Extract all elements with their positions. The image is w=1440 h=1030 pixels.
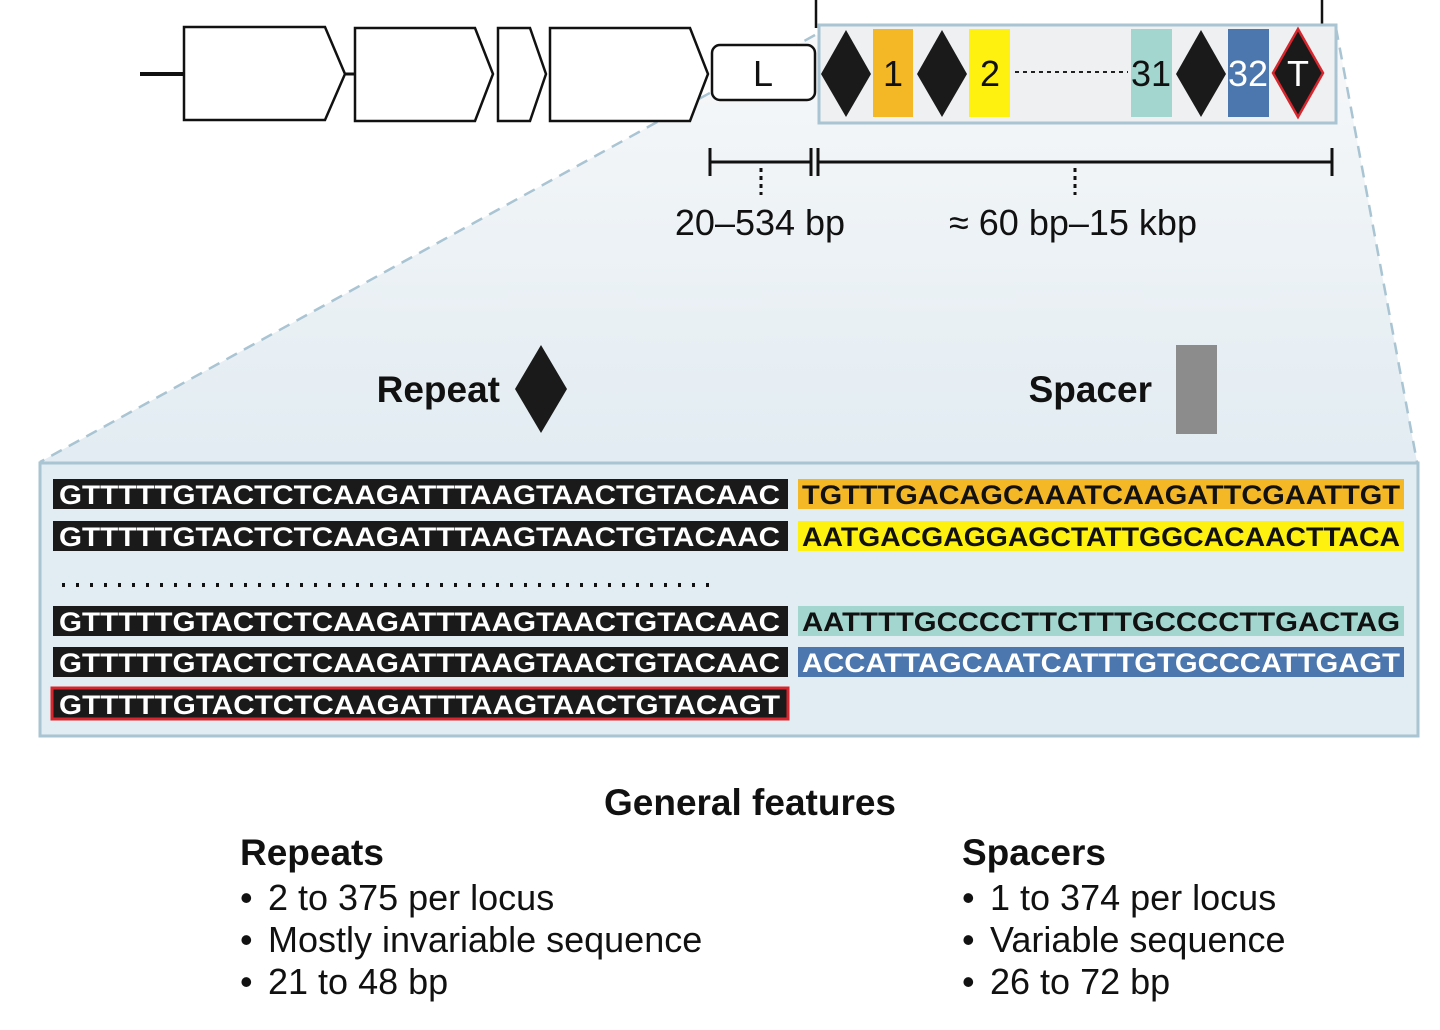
- spacers-feature-item: 1 to 374 per locus: [990, 877, 1276, 918]
- repeat-legend-label: Repeat: [377, 369, 500, 410]
- repeat-legend-diamond: [515, 345, 567, 433]
- leader-label: L: [753, 53, 773, 94]
- spacer-sequence: AATGACGAGGAGCTATTGGCACAACTTACA: [802, 522, 1400, 552]
- spacer-legend-rect: [1176, 345, 1217, 434]
- spacer-sequence-box: [798, 521, 1404, 551]
- spacer-legend-label: Spacer: [1029, 369, 1152, 410]
- repeat-diamond: [821, 30, 871, 117]
- repeat-sequence-box: [53, 647, 788, 677]
- repeat-sequence: GTTTTTGTACTCTCAAGATTTAAGTAACTGTACAAC: [59, 522, 780, 552]
- spacer-31-label: 31: [1131, 53, 1171, 94]
- features-title: General features: [604, 782, 896, 823]
- bullet-icon: •: [240, 919, 253, 960]
- scale-bars: [708, 148, 1334, 195]
- bullet-icon: •: [240, 877, 253, 918]
- cas-gene-4: [548, 26, 710, 123]
- cas-operon: [140, 25, 817, 123]
- zoom-dashed-right: [1334, 27, 1419, 463]
- leader-box: [710, 43, 817, 102]
- spacer-2: [969, 29, 1010, 117]
- cas-gene-2: [353, 26, 495, 123]
- bullet-icon: •: [962, 877, 975, 918]
- spacers-feature-item: 26 to 72 bp: [990, 961, 1170, 1002]
- spacer-sequence-box: [798, 479, 1404, 509]
- repeat-sequence-box: [53, 479, 788, 509]
- repeats-heading: Repeats: [240, 832, 384, 873]
- repeats-feature-item: 21 to 48 bp: [268, 961, 448, 1002]
- spacer-sequence: AATTTTGCCCCTTCTTTGCCCCTTGACTAG: [802, 607, 1400, 637]
- spacer-sequence: TGTTTGACAGCAAATCAAGATTCGAATTGT: [802, 480, 1401, 510]
- spacer-32-label: 32: [1228, 53, 1268, 94]
- repeat-diamond: [1176, 30, 1226, 117]
- array-length-label: ≈ 60 bp–15 kbp: [949, 202, 1197, 243]
- spacers-feature-item: Variable sequence: [990, 919, 1286, 960]
- repeat-sequence: GTTTTTGTACTCTCAAGATTTAAGTAACTGTACAAC: [59, 648, 780, 678]
- terminal-repeat-box: [50, 686, 790, 721]
- bullet-icon: •: [962, 919, 975, 960]
- terminal-repeat-diamond: [1271, 26, 1325, 120]
- cas-gene-1: [182, 25, 347, 122]
- spacer-32: [1228, 29, 1269, 117]
- spacer-sequence-box: [798, 606, 1404, 636]
- leader-length-label: 20–534 bp: [675, 202, 845, 243]
- repeat-sequence: GTTTTTGTACTCTCAAGATTTAAGTAACTGTACAAC: [59, 480, 780, 510]
- repeat-sequence-box: [53, 521, 788, 551]
- repeats-feature-item: Mostly invariable sequence: [268, 919, 702, 960]
- cas-gene-3: [496, 26, 548, 123]
- spacers-heading: Spacers: [962, 832, 1106, 873]
- repeat-sequence-box: [53, 606, 788, 636]
- terminal-label: T: [1287, 53, 1309, 94]
- bullet-icon: •: [240, 961, 253, 1002]
- zoom-projection: [40, 28, 1417, 462]
- repeats-feature-item: 2 to 375 per locus: [268, 877, 554, 918]
- spacer-1-label: 1: [883, 53, 903, 94]
- spacer-1: [873, 29, 913, 117]
- bullet-icon: •: [962, 961, 975, 1002]
- repeat-sequence: GTTTTTGTACTCTCAAGATTTAAGTAACTGTACAAC: [59, 607, 780, 637]
- spacer-sequence-box: [798, 647, 1404, 677]
- spacer-2-label: 2: [980, 53, 1000, 94]
- spacer-31: [1131, 29, 1172, 117]
- terminal-repeat-sequence: GTTTTTGTACTCTCAAGATTTAAGTAACTGTACAGT: [59, 690, 781, 720]
- spacer-sequence: ACCATTAGCAATCATTTGTGCCCATTGAGT: [802, 648, 1401, 678]
- repeat-diamond: [917, 30, 967, 117]
